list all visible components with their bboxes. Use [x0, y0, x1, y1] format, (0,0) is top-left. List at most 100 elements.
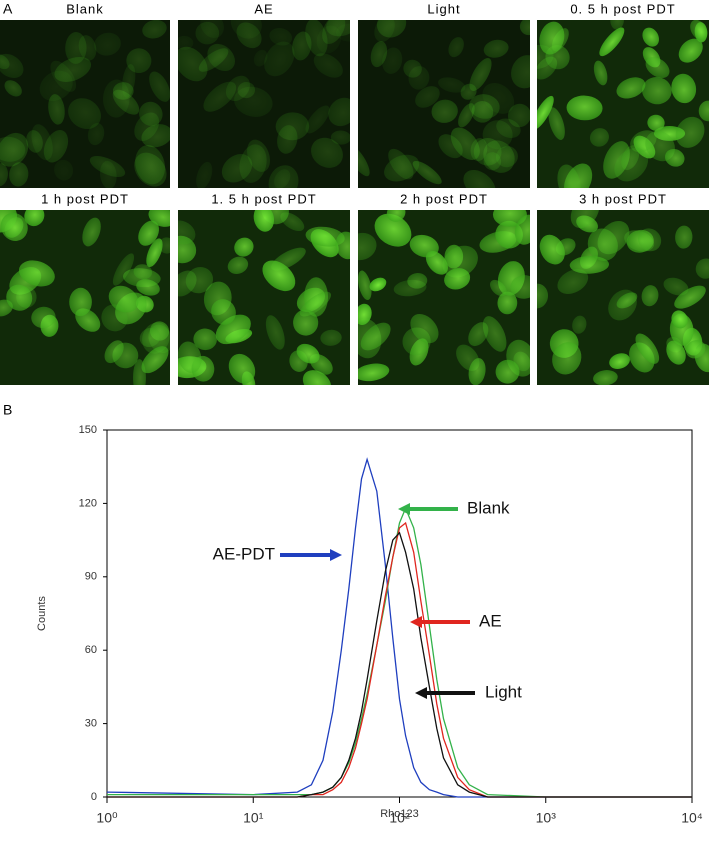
cell	[193, 328, 217, 351]
cell	[539, 21, 565, 55]
cell	[82, 217, 101, 247]
x-tick-label: 10³	[536, 810, 557, 826]
cell	[31, 306, 56, 329]
cell	[296, 343, 320, 364]
cell	[149, 71, 170, 102]
cell	[678, 38, 703, 63]
cell	[264, 41, 295, 77]
cell	[94, 32, 121, 56]
cell	[221, 154, 253, 183]
cell	[468, 358, 486, 385]
cell	[448, 37, 464, 58]
cell	[335, 231, 350, 260]
y-tick-label: 120	[79, 497, 97, 509]
x-tick-label: 10¹	[243, 810, 264, 826]
cell	[185, 266, 214, 294]
y-tick-label: 0	[91, 791, 97, 803]
cells	[358, 20, 530, 188]
panel-label: A	[3, 1, 13, 17]
cell	[139, 327, 161, 348]
micrograph	[0, 210, 170, 385]
cell	[89, 156, 126, 178]
legend-arrow-head	[330, 549, 342, 561]
y-tick-label: 90	[85, 571, 97, 583]
cell	[0, 299, 13, 317]
cell	[136, 279, 160, 296]
y-axis-label: Counts	[36, 596, 48, 631]
legend-label: AE	[479, 611, 502, 630]
cell	[616, 292, 638, 309]
cell	[65, 31, 87, 64]
x-tick-label: 10⁴	[681, 810, 703, 826]
cell	[178, 35, 194, 50]
cell	[0, 212, 28, 241]
cell	[262, 260, 296, 292]
cell	[384, 154, 420, 182]
cell	[4, 80, 22, 97]
cell	[227, 256, 249, 274]
cell	[519, 20, 530, 36]
cell	[638, 228, 662, 252]
cell	[469, 94, 500, 119]
cell	[158, 237, 170, 254]
cell	[570, 210, 600, 229]
cells	[178, 210, 350, 385]
cell	[593, 60, 608, 86]
cell	[87, 123, 105, 146]
cell	[293, 309, 319, 336]
cell	[369, 277, 387, 292]
cell	[450, 127, 480, 160]
x-axis-label: Rho123	[380, 808, 419, 820]
cell	[320, 329, 342, 346]
cell	[537, 283, 549, 309]
x-tick-label: 10⁰	[96, 810, 118, 826]
cell	[415, 86, 440, 108]
cells	[0, 210, 170, 385]
cell	[146, 238, 163, 268]
cell	[26, 130, 43, 153]
cells	[358, 210, 530, 385]
cell	[557, 269, 589, 294]
cell	[695, 258, 709, 279]
cell	[358, 232, 377, 261]
cell	[374, 20, 395, 43]
cell	[410, 313, 439, 344]
cell	[207, 43, 236, 72]
cell	[490, 279, 507, 297]
cell	[178, 46, 208, 82]
cell	[482, 120, 513, 150]
image-caption: Blank	[66, 1, 104, 16]
cell	[663, 277, 689, 296]
cell	[444, 268, 471, 290]
cell	[511, 55, 530, 89]
cell	[539, 234, 565, 265]
cell	[386, 210, 406, 222]
cell	[690, 20, 708, 41]
cell	[666, 340, 686, 365]
cell	[253, 210, 275, 232]
cells	[537, 20, 709, 188]
cell	[178, 220, 196, 245]
plot-frame	[106, 429, 693, 798]
cell	[374, 213, 412, 247]
cell	[358, 303, 372, 326]
cell	[382, 47, 403, 74]
cell	[68, 98, 101, 130]
cell	[635, 333, 660, 364]
cell	[593, 370, 618, 385]
cell	[305, 226, 345, 247]
cell	[135, 145, 166, 185]
cells	[0, 20, 170, 188]
cell	[572, 315, 587, 334]
y-tick-label: 60	[85, 644, 97, 656]
cell	[108, 285, 139, 313]
micrograph	[178, 210, 350, 385]
cell	[112, 253, 135, 286]
cell	[610, 20, 624, 30]
cell	[39, 70, 73, 101]
cell	[438, 77, 466, 93]
cell	[0, 132, 29, 167]
cell	[228, 353, 256, 384]
micrograph	[358, 20, 530, 188]
cell	[468, 322, 489, 347]
